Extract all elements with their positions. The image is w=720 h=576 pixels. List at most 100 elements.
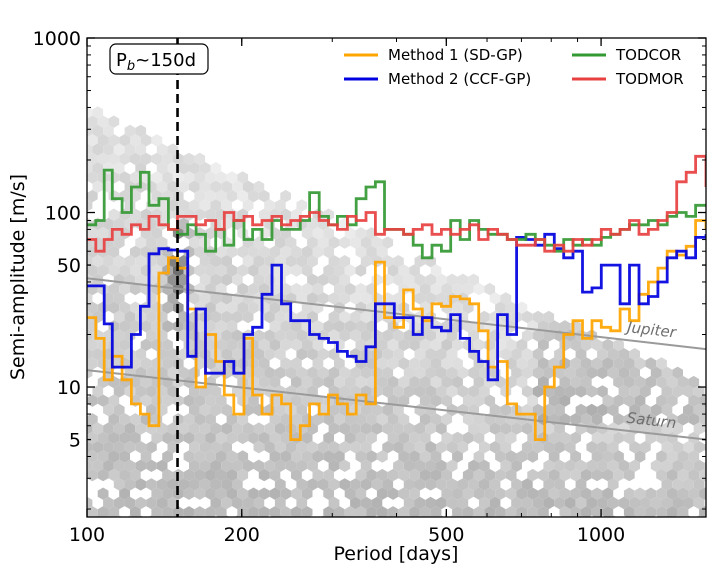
hexbin-cell: [355, 468, 367, 482]
hexbin-cell: [194, 506, 206, 517]
hexbin-cell: [581, 338, 592, 352]
hexbin-cell: [602, 338, 614, 352]
hexbin-cell: [113, 162, 125, 175]
hexbin-cell: [656, 375, 667, 389]
hexbin-cell: [409, 375, 420, 389]
hexbin-cell: [634, 375, 646, 389]
hexbin-cell: [135, 348, 147, 361]
hexbin-cell: [323, 245, 334, 259]
hexbin-cell: [538, 468, 549, 482]
hexbin-cell: [258, 506, 270, 517]
hexbin-cell: [570, 487, 581, 500]
hexbin-cell: [97, 450, 109, 463]
hexbin-cell: [441, 338, 453, 352]
hexbin-cell: [376, 375, 388, 389]
hexbin-cell: [548, 431, 560, 445]
hexbin-cell: [452, 338, 463, 352]
hexbin-cell: [398, 413, 410, 426]
hexbin-cell: [441, 487, 453, 500]
hexbin-cell: [376, 506, 388, 517]
hexbin-cell: [387, 468, 399, 482]
hexbin-cell: [602, 506, 614, 517]
hexbin-cell: [666, 394, 678, 407]
hexbin-cell: [301, 245, 313, 259]
hexbin-cell: [597, 441, 608, 454]
hexbin-cell: [710, 395, 720, 407]
hexbin-cell: [656, 450, 667, 463]
hexbin-cell: [344, 264, 356, 277]
hexbin-cell: [484, 468, 496, 482]
hexbin-cell: [323, 487, 334, 500]
hexbin-cell: [334, 357, 345, 370]
hexbin-cell: [162, 357, 173, 370]
hexbin-cell: [172, 171, 184, 184]
hexbin-cell: [436, 459, 447, 472]
hexbin-cell: [473, 375, 485, 389]
hexbin-cell: [237, 450, 249, 463]
hexbin-cell: [570, 468, 581, 482]
hexbin-cell: [307, 366, 318, 379]
hexbin-cell: [414, 422, 426, 435]
hexbin-cell: [328, 459, 340, 472]
hexbin-cell: [280, 338, 291, 352]
hexbin-cell: [382, 236, 394, 249]
hexbin-cell: [521, 385, 533, 398]
hexbin-cell: [446, 385, 458, 398]
hexbin-cell: [97, 431, 109, 445]
hexbin-cell: [479, 441, 490, 454]
hexbin-cell: [269, 506, 281, 517]
hexbin-cell: [607, 478, 619, 491]
hexbin-cell: [613, 431, 624, 445]
hexbin-cell: [564, 441, 576, 454]
hexbin-cell: [376, 357, 388, 370]
hexbin-cell: [274, 199, 286, 212]
hexbin-cell: [323, 227, 334, 240]
hexbin-cell: [371, 478, 383, 491]
hexbin-cell: [237, 282, 249, 296]
hexbin-cell: [505, 487, 517, 500]
hexbin-cell: [350, 329, 361, 342]
hexbin-cell: [382, 366, 394, 379]
hexbin-cell: [97, 115, 109, 128]
x-axis-title: Period [days]: [334, 543, 459, 565]
hexbin-cell: [248, 487, 259, 500]
hexbin-cell: [446, 403, 458, 417]
hexbin-cell: [156, 459, 168, 472]
hexbin-cell: [489, 496, 501, 510]
hexbin-cell: [457, 273, 469, 286]
reference-line-saturn: [87, 369, 706, 441]
hexbin-cell: [92, 459, 104, 472]
hexbin-cell: [479, 459, 490, 472]
hexbin-cell: [274, 310, 286, 324]
hexbin-cell: [296, 366, 308, 379]
hexbin-cell: [237, 487, 249, 500]
hexbin-cell: [269, 450, 281, 463]
hexbin-cell: [688, 413, 700, 426]
hexbin-cell: [146, 329, 157, 342]
hexbin-cell: [548, 394, 560, 407]
hexbin-cell: [215, 431, 227, 445]
hexbin-cell: [419, 468, 431, 482]
hexbin-cell: [87, 301, 98, 314]
hexbin-cell: [97, 487, 109, 500]
hexbin-cell: [570, 357, 581, 370]
hexbin-cell: [677, 375, 689, 389]
hexbin-cell: [189, 236, 200, 249]
hexbin-cell: [393, 403, 404, 417]
hexbin-cell: [162, 450, 173, 463]
hexbin-cell: [677, 413, 689, 426]
hexbin-cell: [570, 413, 581, 426]
hexbin-cell: [543, 496, 555, 510]
hexbin-cell: [538, 338, 549, 352]
hexbin-cell: [113, 143, 125, 156]
hexbin-cell: [629, 496, 640, 510]
hexbin-cell: [156, 255, 168, 268]
hexbin-cell: [258, 189, 270, 203]
hexbin-cell: [269, 487, 281, 500]
hexbin-cell: [291, 282, 302, 296]
hexbin-cell: [317, 273, 329, 286]
hexbin-cell: [591, 431, 603, 445]
hexbin-cell: [87, 441, 93, 454]
hexbin-cell: [581, 487, 592, 500]
hexbin-cell: [339, 255, 351, 268]
